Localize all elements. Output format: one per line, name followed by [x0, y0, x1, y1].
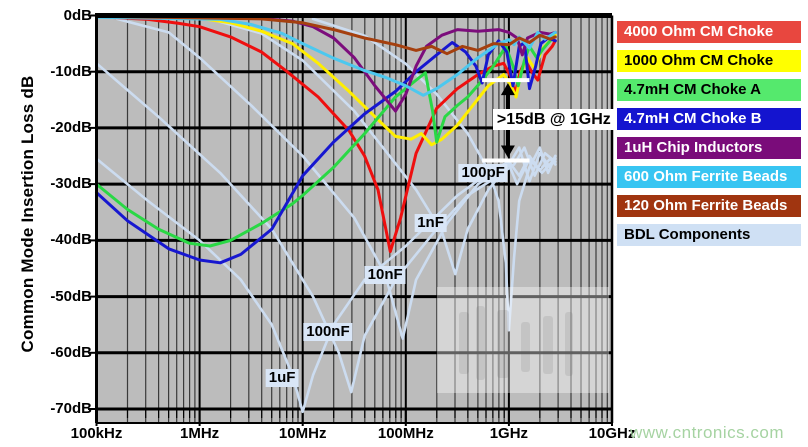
legend-item: 120 Ohm Ferrite Beads — [617, 195, 801, 217]
series-line-1uh-chip-inductors — [95, 14, 557, 113]
component-value-label: 1uF — [265, 369, 299, 388]
callout-label: >15dB @ 1GHz — [492, 108, 615, 130]
site-watermark: www.cntronics.com — [630, 423, 784, 442]
legend-item: 1uH Chip Inductors — [617, 137, 801, 159]
bdl-trace-100pF — [311, 17, 557, 332]
x-tick-label: 1GHz — [489, 425, 529, 442]
callout-arrow — [482, 78, 530, 163]
legend-item: 1000 Ohm CM Choke — [617, 50, 801, 72]
y-tick-label: -20dB — [50, 118, 92, 136]
legend-item: 600 Ohm Ferrite Beads — [617, 166, 801, 188]
y-tick-label: -60dB — [50, 343, 92, 361]
bdl-trace-10nF — [115, 17, 557, 341]
grid-minor — [126, 15, 608, 423]
x-tick-label: 100MHz — [377, 425, 434, 442]
ghost-watermark — [437, 287, 609, 393]
y-tick-label: 0dB — [63, 6, 92, 24]
legend-item: 4000 Ohm CM Choke — [617, 21, 801, 43]
x-tick-label: 10GHz — [588, 425, 636, 442]
legend-item: BDL Components — [617, 224, 801, 246]
x-tick-label: 1MHz — [180, 425, 220, 442]
legend-item: 4.7mH CM Choke B — [617, 108, 801, 130]
component-value-label: 100pF — [458, 163, 508, 182]
y-tick-label: -40dB — [50, 231, 92, 249]
component-value-label: 1nF — [414, 214, 447, 233]
y-tick-label: -70dB — [50, 400, 92, 417]
y-tick-label: -30dB — [50, 175, 92, 193]
series-line-120-ohm-ferrite-beads — [95, 14, 557, 56]
series-line-600-ohm-ferrite-beads — [95, 15, 557, 97]
legend-item: 4.7mH CM Choke A — [617, 79, 801, 101]
bdl-trace-1nF — [208, 17, 557, 276]
x-tick-label: 100kHz — [70, 425, 123, 442]
y-tick-label: -50dB — [50, 287, 92, 305]
bdl-trace-1uF — [95, 154, 557, 414]
component-value-label: 100nF — [303, 322, 353, 341]
component-value-label: 10nF — [364, 266, 406, 285]
x-tick-label: 10MHz — [278, 425, 327, 442]
plot-frame — [95, 13, 614, 424]
y-tick-label: -10dB — [50, 62, 92, 80]
